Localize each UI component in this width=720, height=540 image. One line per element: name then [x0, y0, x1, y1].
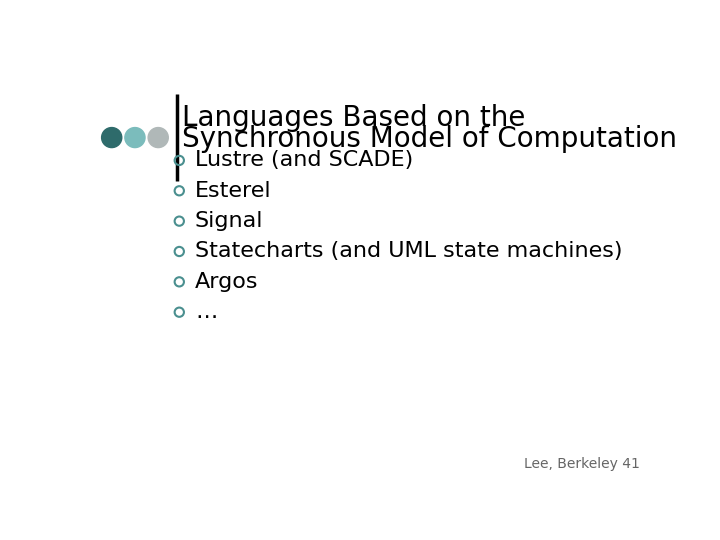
Text: Esterel: Esterel	[195, 181, 271, 201]
Text: Signal: Signal	[195, 211, 264, 231]
Text: Lustre (and SCADE): Lustre (and SCADE)	[195, 151, 413, 171]
Text: Argos: Argos	[195, 272, 258, 292]
Circle shape	[102, 127, 122, 147]
Text: Languages Based on the: Languages Based on the	[182, 104, 526, 132]
Text: …: …	[195, 302, 217, 322]
Text: Lee, Berkeley 41: Lee, Berkeley 41	[524, 457, 640, 471]
Circle shape	[148, 127, 168, 147]
Text: Synchronous Model of Computation: Synchronous Model of Computation	[182, 125, 677, 153]
Circle shape	[125, 127, 145, 147]
Text: Statecharts (and UML state machines): Statecharts (and UML state machines)	[195, 241, 622, 261]
